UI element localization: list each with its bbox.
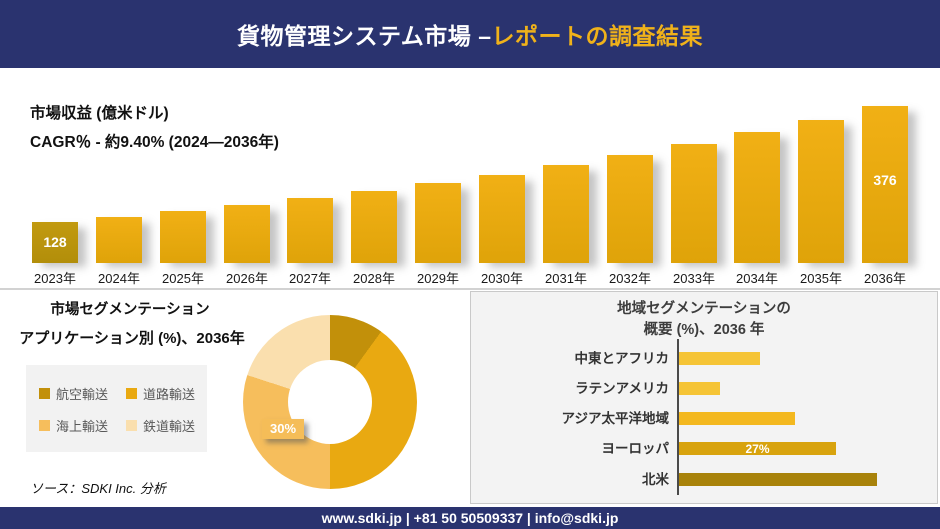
revenue-bar-2026年 bbox=[224, 205, 270, 263]
legend-label: 海上輸送 bbox=[56, 419, 109, 435]
revenue-metric-label: 市場収益 (億米ドル) bbox=[30, 105, 169, 122]
x-axis-label: 2025年 bbox=[162, 271, 204, 286]
region-bar-value-label: 27% bbox=[745, 441, 770, 456]
application-donut-chart bbox=[243, 315, 417, 489]
region-bar-アジア太平洋地域 bbox=[679, 412, 795, 425]
regional-segmentation-panel: 地域セグメンテーションの 概要 (%)、2036 年 中東とアフリカ ラテンアメリ… bbox=[470, 291, 938, 504]
y-axis-line bbox=[677, 339, 679, 495]
regional-title-line1: 地域セグメンテーションの bbox=[617, 301, 791, 317]
x-axis-label: 2032年 bbox=[609, 271, 651, 286]
segmentation-title-line2: アプリケーション別 (%)、2036年 bbox=[19, 330, 245, 347]
x-axis-label: 2023年 bbox=[34, 271, 76, 286]
revenue-bar-chart: 128 2023年 2024年 2025年 2026年 2027年 2028年 2029年 20… bbox=[0, 68, 940, 289]
donut-value-label: 30% bbox=[262, 419, 305, 439]
region-label-中東とアフリカ: 中東とアフリカ bbox=[574, 351, 670, 366]
regional-title-line2: 概要 (%)、2036 年 bbox=[643, 322, 765, 338]
legend-swatch bbox=[39, 387, 50, 399]
legend-item-海上輸送: 海上輸送 bbox=[39, 416, 126, 435]
footer-contact: www.sdki.jp | +81 50 50509337 | info@sdk… bbox=[321, 510, 619, 526]
report-header: 貨物管理システム市場 –レポートの調査結果 bbox=[0, 0, 940, 68]
segmentation-legend: 航空輸送 道路輸送海上輸送 鉄道輸送 bbox=[26, 365, 207, 452]
revenue-bar-2035年 bbox=[798, 120, 844, 263]
region-bar-中東とアフリカ bbox=[679, 352, 760, 365]
revenue-bar-2033年 bbox=[671, 144, 717, 263]
x-axis-label: 2029年 bbox=[417, 271, 459, 286]
application-segmentation-panel: 市場セグメンテーション アプリケーション別 (%)、2036年 航空輸送 道路輸送… bbox=[0, 291, 469, 506]
section-divider bbox=[0, 288, 940, 290]
revenue-bar-2023年: 128 bbox=[32, 222, 78, 263]
bar-value-label: 376 bbox=[873, 172, 897, 188]
x-axis-label: 2028年 bbox=[353, 271, 395, 286]
segmentation-title-line1: 市場セグメンテーション bbox=[50, 302, 210, 318]
revenue-bar-2036年: 376 bbox=[862, 106, 908, 263]
x-axis-label: 2026年 bbox=[226, 271, 268, 286]
legend-swatch bbox=[126, 387, 137, 399]
x-axis-label: 2033年 bbox=[673, 271, 715, 286]
legend-label: 航空輸送 bbox=[56, 386, 109, 402]
revenue-bar-2027年 bbox=[287, 198, 333, 263]
region-bar-ヨーロッパ: 27% bbox=[679, 441, 836, 456]
region-label-アジア太平洋地域: アジア太平洋地域 bbox=[561, 411, 669, 426]
legend-item-航空輸送: 航空輸送 bbox=[39, 384, 126, 403]
legend-item-道路輸送: 道路輸送 bbox=[126, 384, 207, 403]
report-footer: www.sdki.jp | +81 50 50509337 | info@sdk… bbox=[0, 507, 940, 529]
legend-swatch bbox=[39, 420, 50, 432]
region-label-ヨーロッパ: ヨーロッパ bbox=[601, 441, 670, 456]
revenue-bar-2031年 bbox=[543, 165, 589, 263]
title-accent: レポートの調査結果 bbox=[491, 23, 703, 49]
x-axis-label: 2031年 bbox=[545, 271, 587, 286]
revenue-bar-2024年 bbox=[96, 217, 142, 263]
title-main: 貨物管理システム市場 – bbox=[237, 23, 492, 49]
x-axis-label: 2030年 bbox=[481, 271, 523, 286]
revenue-bar-2030年 bbox=[479, 175, 525, 263]
x-axis-label: 2036年 bbox=[864, 271, 906, 286]
bar-value-label: 128 bbox=[43, 234, 67, 250]
x-axis-label: 2034年 bbox=[736, 271, 778, 286]
x-axis-label: 2024年 bbox=[98, 271, 140, 286]
region-label-北米: 北米 bbox=[642, 472, 669, 487]
regional-bar-chart: 中東とアフリカ ラテンアメリカアジア太平洋地域ヨーロッパ 27% 北米 bbox=[471, 292, 937, 503]
revenue-cagr-label: CAGR％ - 約9.40% (2024―2036年) bbox=[30, 134, 279, 151]
source-label: ソース：SDKI Inc. 分析 bbox=[30, 481, 166, 496]
revenue-bar-2032年 bbox=[607, 155, 653, 263]
legend-label: 道路輸送 bbox=[143, 386, 196, 402]
revenue-bar-2034年 bbox=[734, 132, 780, 263]
revenue-chart-section: 市場収益 (億米ドル) CAGR％ - 約9.40% (2024―2036年) … bbox=[0, 68, 940, 289]
legend-item-鉄道輸送: 鉄道輸送 bbox=[126, 416, 207, 435]
region-bar-北米 bbox=[679, 473, 877, 486]
legend-swatch bbox=[126, 420, 137, 432]
region-label-ラテンアメリカ: ラテンアメリカ bbox=[575, 381, 669, 396]
regional-title: 地域セグメンテーションの 概要 (%)、2036 年 bbox=[471, 299, 937, 341]
region-bar-ラテンアメリカ bbox=[679, 382, 720, 395]
page-title: 貨物管理システム市場 –レポートの調査結果 bbox=[237, 17, 703, 51]
legend-label: 鉄道輸送 bbox=[143, 419, 196, 435]
revenue-bar-2029年 bbox=[415, 183, 461, 263]
x-axis-label: 2027年 bbox=[289, 271, 331, 286]
x-axis-label: 2035年 bbox=[800, 271, 842, 286]
revenue-bar-2025年 bbox=[160, 211, 206, 263]
revenue-bar-2028年 bbox=[351, 191, 397, 263]
